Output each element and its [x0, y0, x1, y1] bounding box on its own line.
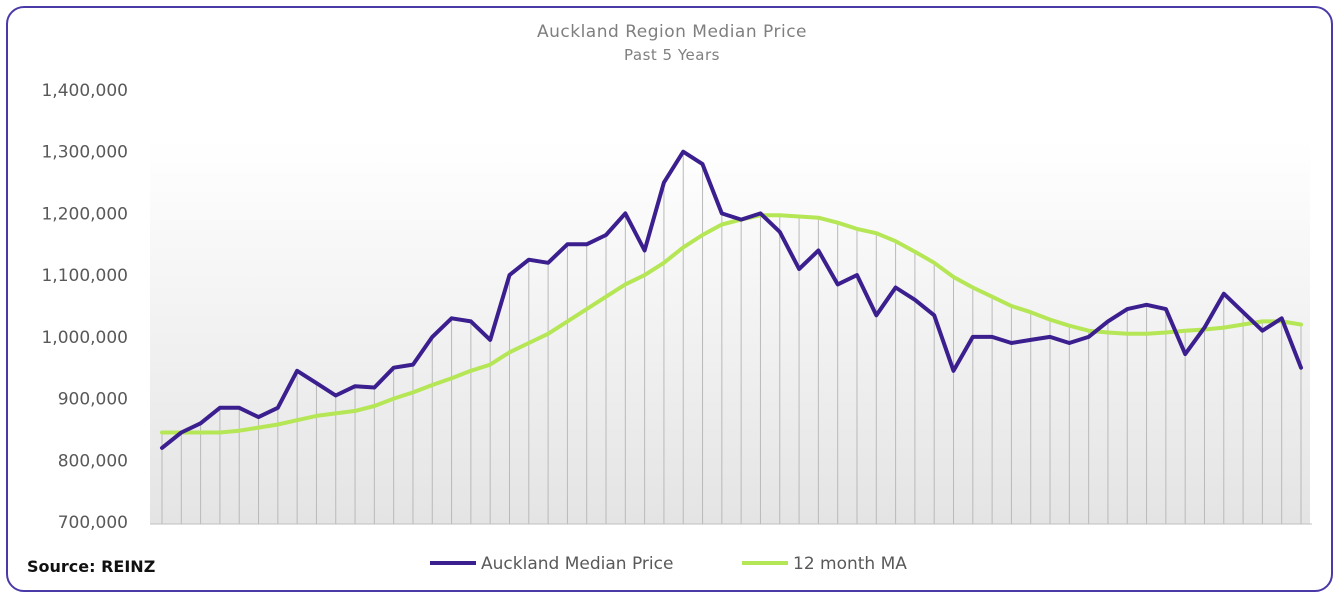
y-tick-label: 1,100,000 [41, 266, 128, 286]
legend-label-auckland-median-price: Auckland Median Price [481, 554, 673, 574]
y-tick-label: 900,000 [58, 390, 128, 410]
y-tick-label: 1,400,000 [41, 81, 128, 101]
legend-label-12-month-ma: 12 month MA [793, 554, 907, 574]
y-tick-label: 1,200,000 [41, 204, 128, 224]
chart-title: Auckland Region Median Price [537, 22, 807, 42]
series-line-12-month-ma [160, 213, 1303, 435]
source-note: Source: REINZ [27, 557, 155, 576]
legend: Auckland Median Price 12 month MA [430, 554, 907, 574]
y-axis-ticks: 700,000 800,000 900,000 1,000,000 1,100,000 1… [41, 81, 128, 533]
drop-lines [161, 151, 1302, 524]
y-tick-label: 1,300,000 [41, 143, 128, 163]
series-line-auckland-median-price [160, 149, 1303, 450]
y-tick-label: 800,000 [58, 451, 128, 471]
chart-subtitle: Past 5 Years [624, 46, 720, 64]
y-tick-label: 700,000 [58, 513, 128, 533]
y-tick-label: 1,000,000 [41, 328, 128, 348]
